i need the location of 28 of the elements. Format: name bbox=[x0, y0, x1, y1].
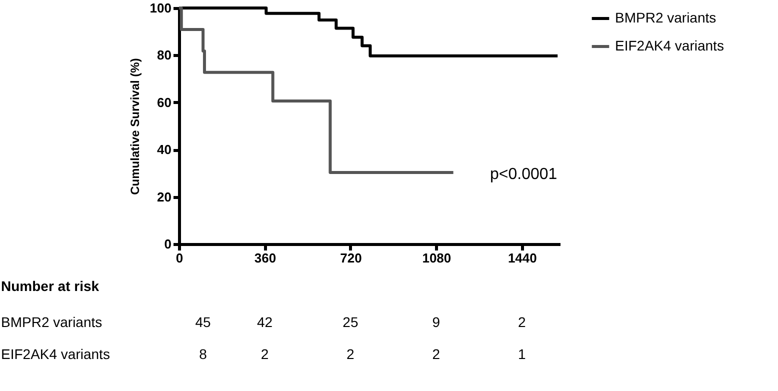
text: 2 bbox=[432, 346, 440, 362]
y-tick-label: 20 bbox=[157, 189, 172, 204]
legend-label: BMPR2 variants bbox=[615, 10, 716, 26]
y-axis-title: Cumulative Survival (%) bbox=[128, 58, 142, 195]
x-tick-label: 1080 bbox=[422, 250, 452, 266]
text: 2 bbox=[260, 346, 269, 362]
text: 8 bbox=[199, 346, 208, 362]
y-tick-label: 100 bbox=[150, 0, 172, 16]
y-tick-label: 0 bbox=[164, 236, 172, 252]
text: 2 bbox=[518, 314, 526, 330]
legend-label: EIF2AK4 variants bbox=[615, 38, 724, 54]
text: 45 bbox=[195, 314, 211, 330]
text: BMPR2 variants bbox=[1, 314, 102, 330]
y-tick-label: 40 bbox=[157, 142, 172, 158]
y-tick-label: 80 bbox=[157, 48, 172, 63]
text: Number at risk bbox=[1, 278, 100, 294]
x-tick-label: 0 bbox=[176, 250, 184, 266]
text: 2 bbox=[346, 346, 355, 362]
text: 1 bbox=[518, 346, 526, 362]
text: 9 bbox=[432, 314, 440, 330]
x-tick-label: 720 bbox=[340, 250, 362, 266]
text: 25 bbox=[342, 314, 358, 330]
x-tick-label: 360 bbox=[254, 250, 276, 266]
x-tick-label: 1440 bbox=[508, 250, 537, 266]
text: 42 bbox=[256, 314, 273, 330]
annotation: p<0.0001 bbox=[490, 166, 558, 183]
y-tick-label: 60 bbox=[157, 94, 172, 110]
text: EIF2AK4 variants bbox=[1, 346, 110, 362]
